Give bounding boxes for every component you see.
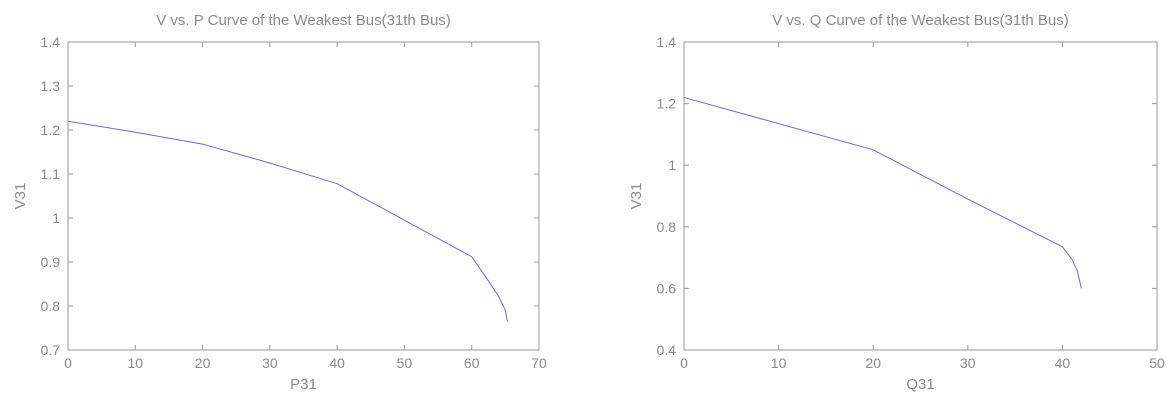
vq-x-tick-label: 20 <box>865 355 881 371</box>
vp-x-tick-label: 10 <box>127 355 143 371</box>
vq-x-axis-label: Q31 <box>906 376 934 393</box>
vq-series-line <box>683 96 1082 289</box>
vp-y-tick-label: 0.9 <box>41 254 61 270</box>
vp-chart-panel: V vs. P Curve of the Weakest Bus(31th Bu… <box>12 12 547 393</box>
vp-y-tick-label: 0.8 <box>41 298 61 314</box>
vq-y-tick-label: 1.2 <box>657 96 677 112</box>
vq-axes-box <box>683 41 1158 351</box>
vq-x-tick-label: 50 <box>1149 355 1165 371</box>
vp-chart-title: V vs. P Curve of the Weakest Bus(31th Bu… <box>156 12 451 29</box>
vp-x-tick-label: 70 <box>531 355 547 371</box>
vq-y-axis-label: V31 <box>628 183 645 210</box>
vp-y-axis-label: V31 <box>12 183 29 210</box>
vp-x-tick-label: 40 <box>329 355 345 371</box>
vq-y-tick-label: 1 <box>668 157 676 173</box>
vp-x-axis-label: P31 <box>290 376 317 393</box>
vp-x-tick-label: 60 <box>464 355 480 371</box>
vp-series-line <box>67 120 508 322</box>
vq-x-tick-label: 0 <box>680 355 688 371</box>
vp-y-tick-label: 1.3 <box>41 78 61 94</box>
vp-x-tick-label: 50 <box>397 355 413 371</box>
vp-y-tick-label: 1.2 <box>41 122 61 138</box>
vq-y-tick-label: 1.4 <box>657 34 677 50</box>
vq-chart-title: V vs. Q Curve of the Weakest Bus(31th Bu… <box>772 12 1069 29</box>
vq-y-tick-label: 0.4 <box>657 342 677 358</box>
vq-y-tick-label: 0.8 <box>657 219 677 235</box>
vq-x-tick-label: 10 <box>771 355 787 371</box>
vp-y-tick-label: 1.4 <box>41 34 61 50</box>
vp-x-tick-label: 20 <box>195 355 211 371</box>
vp-y-tick-label: 1 <box>52 210 60 226</box>
vp-y-tick-label: 0.7 <box>41 342 61 358</box>
vq-chart-panel: V vs. Q Curve of the Weakest Bus(31th Bu… <box>628 12 1165 393</box>
vp-axes-box <box>67 41 540 351</box>
vp-x-tick-label: 30 <box>262 355 278 371</box>
vp-y-tick-label: 1.1 <box>41 166 61 182</box>
vq-x-tick-label: 30 <box>960 355 976 371</box>
vq-x-tick-label: 40 <box>1055 355 1071 371</box>
vp-x-tick-label: 0 <box>64 355 72 371</box>
vq-y-tick-label: 0.6 <box>657 280 677 296</box>
